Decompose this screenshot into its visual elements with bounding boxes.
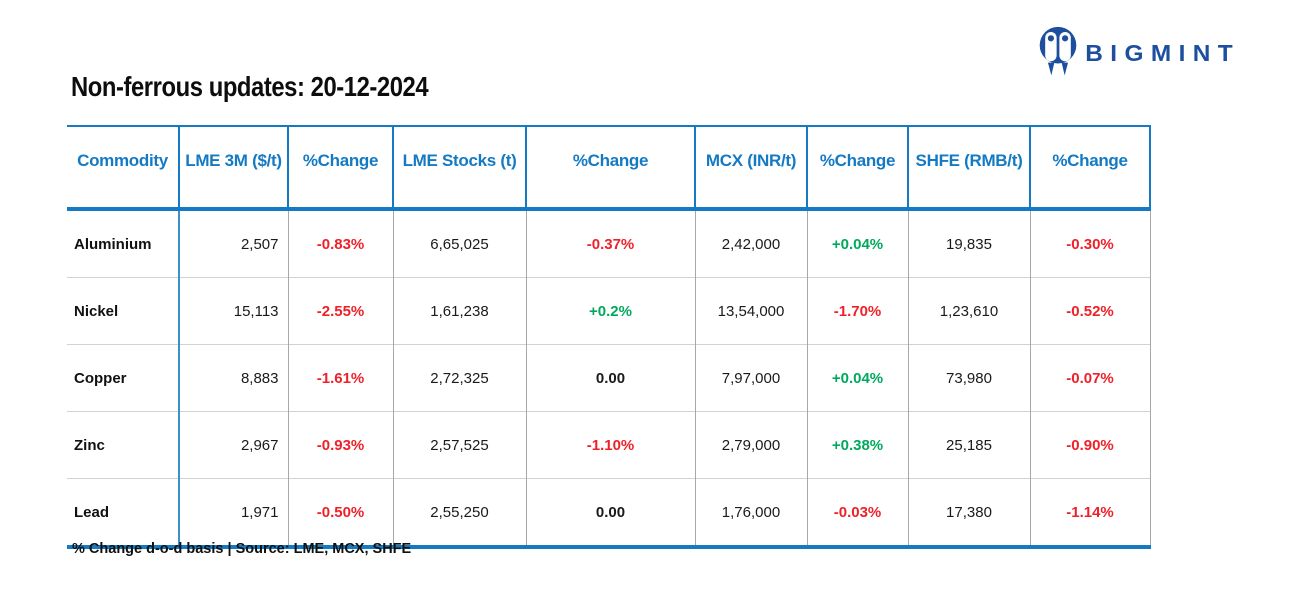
pct-change-cell: -1.14% [1029,478,1151,549]
table-row: Aluminium 2,507 -0.83% 6,65,025 -0.37% 2,42,0… [67,209,1151,278]
footnote: % Change d-o-d basis | Source: LME, MCX,… [72,541,412,557]
table-row: Lead 1,971 -0.50% 2,55,250 0.00 1,76,000 -0.03… [67,478,1151,549]
shfe-cell: 19,835 [907,209,1030,278]
lme-stocks-cell: 2,55,250 [392,478,526,549]
mcx-cell: 2,79,000 [694,411,807,479]
pct-change-cell: -0.83% [287,209,393,278]
mcx-cell: 2,42,000 [694,209,807,278]
lme-stocks-cell: 2,57,525 [392,411,526,479]
shfe-cell: 17,380 [907,478,1030,549]
pct-change-cell: -1.10% [525,411,695,479]
column-header: MCX (INR/t) [694,125,807,211]
column-header: %Change [287,125,393,211]
commodity-cell: Nickel [67,277,179,345]
header-row: Commodity LME 3M ($/t) %Change LME Stocks (… [67,125,1151,211]
pct-change-cell: +0.04% [806,209,908,278]
column-header: %Change [1029,125,1151,211]
pct-change-cell: +0.04% [806,344,908,412]
table-row: Nickel 15,113 -2.55% 1,61,238 +0.2% 13,54,000… [67,277,1151,345]
brand-logo: BIGMINT [1035,26,1240,80]
column-header: LME Stocks (t) [392,125,526,211]
lme-stocks-cell: 6,65,025 [392,209,526,278]
shfe-cell: 73,980 [907,344,1030,412]
table-row: Copper 8,883 -1.61% 2,72,325 0.00 7,97,000 +0.… [67,344,1151,412]
pct-change-cell: -2.55% [287,277,393,345]
pct-change-cell: 0.00 [525,478,695,549]
lme-stocks-cell: 1,61,238 [392,277,526,345]
column-header: Commodity [67,125,179,211]
commodity-cell: Lead [67,478,179,549]
pct-change-cell: 0.00 [525,344,695,412]
commodity-cell: Copper [67,344,179,412]
pct-change-cell: +0.38% [806,411,908,479]
commodity-cell: Aluminium [74,235,152,253]
column-header: %Change [806,125,908,211]
pct-change-cell: -0.50% [287,478,393,549]
commodity-cell: Zinc [67,411,179,479]
lme-3m-cell: 2,507 [178,209,288,278]
column-header: %Change [525,125,695,211]
pct-change-cell: -0.52% [1029,277,1151,345]
shfe-cell: 25,185 [907,411,1030,479]
commodity-table: Commodity LME 3M ($/t) %Change LME Stocks (… [67,125,1151,549]
lme-3m-cell: 15,113 [178,277,288,345]
page-title: Non-ferrous updates: 20-12-2024 [71,71,429,102]
pct-change-cell: -0.37% [525,209,695,278]
shfe-cell: 1,23,610 [907,277,1030,345]
mcx-cell: 1,76,000 [694,478,807,549]
pct-change-cell: +0.2% [525,277,695,345]
lme-3m-cell: 2,967 [178,411,288,479]
table-row: Zinc 2,967 -0.93% 2,57,525 -1.10% 2,79,000 +0.… [67,411,1151,479]
pct-change-cell: -1.70% [806,277,908,345]
lme-3m-cell: 1,971 [178,478,288,549]
pct-change-cell: -0.03% [806,478,908,549]
column-header: SHFE (RMB/t) [907,125,1030,211]
bigmint-logo-icon [1035,26,1081,80]
brand-name: BIGMINT [1085,39,1240,66]
mcx-cell: 13,54,000 [694,277,807,345]
pct-change-cell: -0.07% [1029,344,1151,412]
lme-stocks-cell: 2,72,325 [392,344,526,412]
mcx-cell: 7,97,000 [694,344,807,412]
pct-change-cell: -1.61% [287,344,393,412]
column-header: LME 3M ($/t) [178,125,288,211]
pct-change-cell: -0.30% [1029,209,1151,278]
pct-change-cell: -0.90% [1029,411,1151,479]
lme-3m-cell: 8,883 [178,344,288,412]
pct-change-cell: -0.93% [287,411,393,479]
